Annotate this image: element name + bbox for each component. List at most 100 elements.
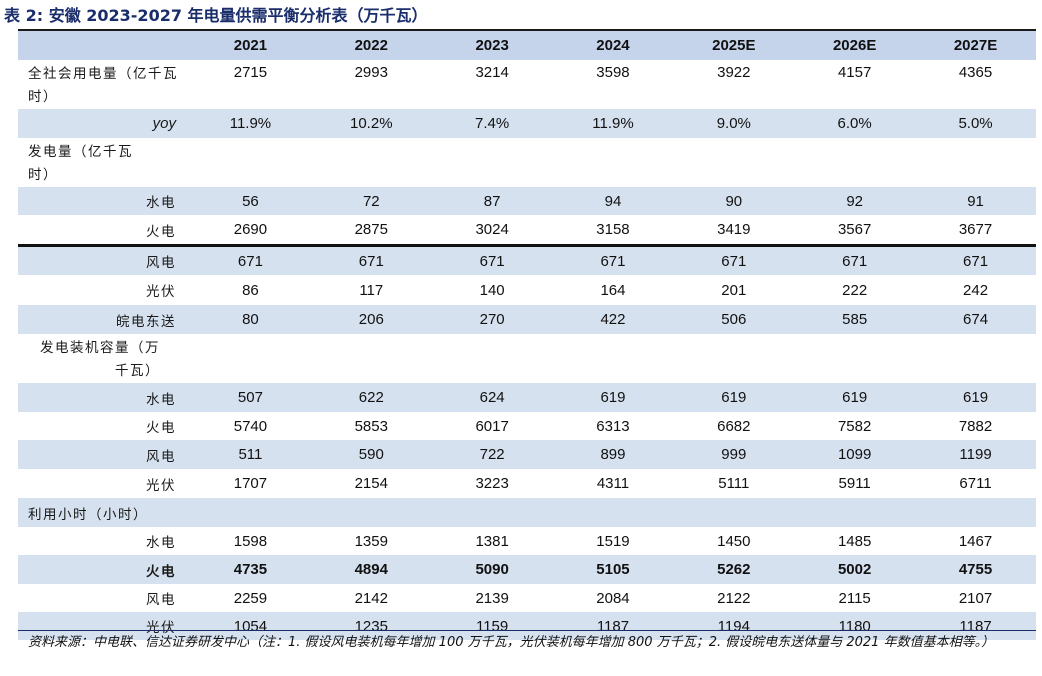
table-cell: [794, 498, 916, 527]
table-cell: 5105: [552, 555, 674, 584]
source-note: 资料来源：中电联、信达证券研发中心（注：1. 假设风电装机每年增加 100 万千…: [28, 635, 995, 650]
table-cell: 671: [915, 244, 1036, 275]
header-row: 2021 2022 2023 2024 2025E 2026E 2027E: [18, 29, 1036, 60]
table-cell: 92: [794, 187, 916, 215]
table-row: yoy 11.9% 10.2% 7.4% 11.9% 9.0% 6.0% 5.0…: [18, 109, 1036, 138]
section-label: 发电装机容量（万千瓦）: [40, 340, 161, 379]
row-label: 水电: [18, 383, 191, 412]
table-cell: 2107: [958, 589, 993, 607]
column-header: 2026E: [794, 29, 916, 60]
table-cell: [190, 334, 311, 383]
table-cell: 5262: [673, 555, 795, 584]
table-cell: 4894: [310, 555, 432, 584]
table-cell: 511: [190, 440, 311, 469]
table-cell: 242: [963, 281, 989, 299]
section-label: 发电量（亿千瓦时）: [28, 144, 133, 183]
table-row: 风电 2259 2142 2139 2084 2122 2115 2107: [18, 584, 1036, 612]
table-cell: 3214: [475, 64, 509, 81]
table-row: 水电 507 622 624 619 619 619 619: [18, 383, 1036, 412]
table-cell: 1598: [233, 532, 268, 550]
table-cell: [673, 334, 794, 383]
row-label: 全社会用电量（亿千瓦时）: [28, 66, 178, 105]
table-cell: 6711: [959, 475, 992, 492]
table-cell: 5.0%: [915, 109, 1036, 138]
table-cell: 999: [673, 440, 795, 469]
table-cell: [311, 334, 432, 383]
table-cell: 5853: [354, 417, 388, 435]
table-cell: [432, 334, 553, 383]
table-cell: 87: [431, 187, 553, 215]
table-row: 光伏 1707 2154 3223 4311 5111 5911 6711: [18, 469, 1036, 498]
table-row: 风电 511 590 722 899 999 1099 1199: [18, 440, 1036, 469]
table-row: 水电 1598 1359 1381 1519 1450 1485 1467: [18, 527, 1036, 555]
table-bottom-rule: [18, 630, 1036, 631]
table-cell: 164: [600, 281, 626, 299]
table-cell: [794, 334, 915, 383]
table-cell: 7.4%: [431, 109, 553, 138]
table-cell: [553, 138, 674, 187]
table-cell: 3567: [837, 221, 872, 238]
table-cell: 11.9%: [190, 109, 311, 138]
table-cell: [552, 498, 674, 527]
table-cell: 2084: [596, 589, 630, 607]
table-cell: 671: [794, 244, 916, 275]
row-label: 光伏: [146, 284, 177, 300]
row-label: 风电: [146, 592, 177, 608]
table-cell: 4755: [915, 555, 1036, 584]
table-cell: 222: [842, 281, 868, 299]
table-cell: 94: [552, 187, 674, 215]
table-cell: 1381: [475, 532, 509, 550]
table-cell: [794, 138, 915, 187]
table-cell: 91: [915, 187, 1036, 215]
table-row: 火电 4735 4894 5090 5105 5262 5002 4755: [18, 555, 1036, 584]
table-cell: 72: [310, 187, 432, 215]
table-cell: 10.2%: [310, 109, 432, 138]
table-cell: 6.0%: [794, 109, 916, 138]
table-cell: 6017: [475, 417, 509, 435]
table-cell: 3419: [717, 221, 751, 238]
table-row: 风电 671 671 671 671 671 671 671: [18, 244, 1036, 275]
table-cell: 2122: [717, 589, 751, 607]
table-cell: 1519: [596, 532, 630, 550]
table-cell: 619: [552, 383, 674, 412]
table-cell: 4311: [596, 475, 630, 492]
table-cell: [553, 334, 674, 383]
table-cell: 201: [721, 281, 747, 299]
row-label: 水电: [18, 187, 191, 215]
column-header: 2021: [190, 29, 311, 60]
table-cell: 585: [794, 305, 916, 334]
table-cell: [673, 498, 795, 527]
table-cell: 671: [310, 244, 432, 275]
table-cell: [311, 138, 432, 187]
table-cell: 671: [190, 244, 311, 275]
row-label: 皖电东送: [18, 305, 191, 334]
table-cell: [915, 334, 1036, 383]
table-number: 表 2:: [4, 6, 44, 25]
table-cell: 671: [552, 244, 674, 275]
row-label: 光伏: [18, 612, 191, 640]
table-cell: 2259: [233, 589, 268, 607]
column-header: 2025E: [673, 29, 795, 60]
table-cell: 4735: [190, 555, 311, 584]
table-row: 水电 56 72 87 94 90 92 91: [18, 187, 1036, 215]
table-cell: 3223: [475, 475, 509, 492]
table-cell: [190, 138, 311, 187]
row-label: 风电: [18, 440, 191, 469]
table-cell: 1199: [915, 440, 1036, 469]
table-cell: 6313: [596, 417, 630, 435]
column-header: 2022: [310, 29, 432, 60]
table-cell: 3024: [475, 221, 509, 238]
row-label: yoy: [18, 109, 191, 138]
column-header: 2027E: [915, 29, 1036, 60]
table-cell: 11.9%: [552, 109, 674, 138]
table-cell: 7882: [958, 417, 993, 435]
table-cell: 506: [673, 305, 795, 334]
table-cell: 1707: [233, 475, 268, 492]
table-cell: 1359: [354, 532, 388, 550]
table-cell: 1450: [717, 532, 751, 550]
table-cell: 2690: [233, 221, 268, 238]
table-cell: [432, 138, 553, 187]
table-cell: 5911: [838, 475, 871, 492]
table-cell: [915, 138, 1036, 187]
table-cell: [431, 498, 553, 527]
